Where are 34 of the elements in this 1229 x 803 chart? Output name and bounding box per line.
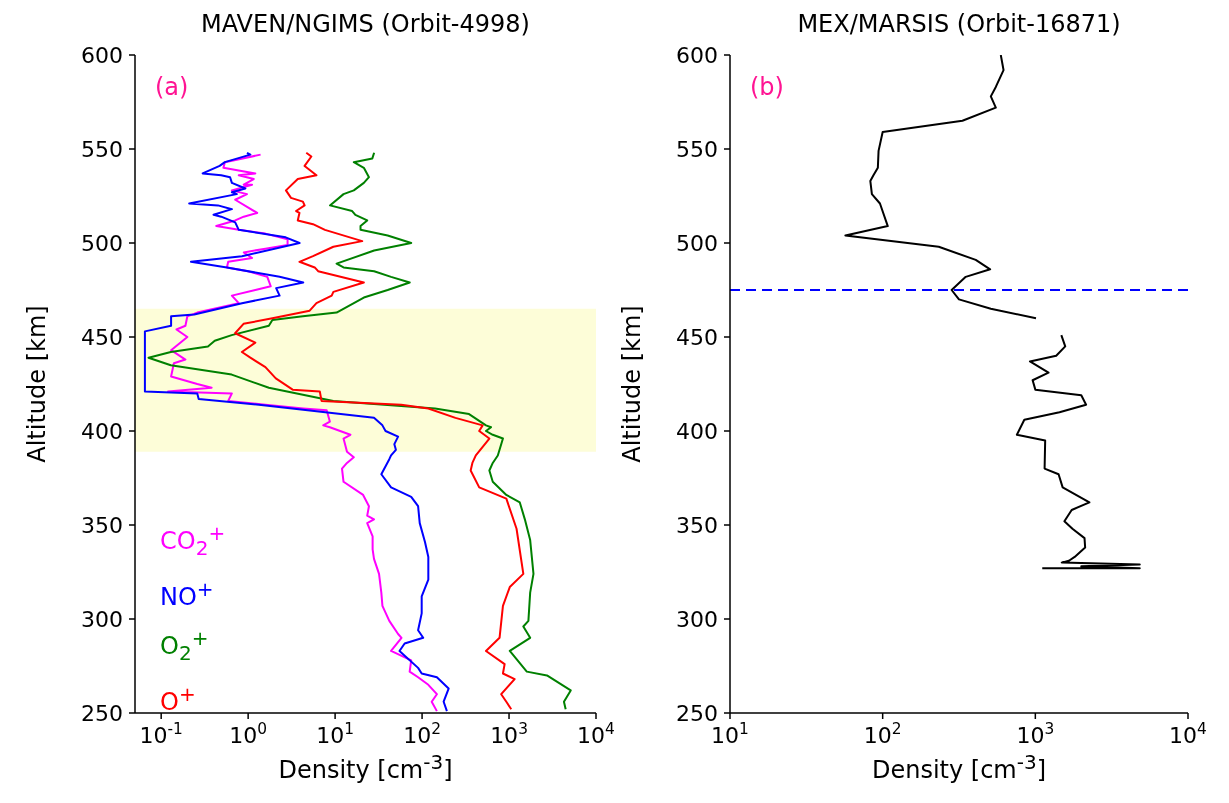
y-tick-label: 400 bbox=[81, 419, 123, 444]
x-tick-label: 10$^{1}$ bbox=[316, 720, 355, 748]
y-tick-label: 550 bbox=[81, 137, 123, 162]
y-tick-label: 600 bbox=[676, 43, 718, 68]
x-tick-label: 10$^{-1}$ bbox=[139, 720, 183, 748]
y-tick-label: 350 bbox=[81, 513, 123, 538]
y-tick-label: 600 bbox=[81, 43, 123, 68]
y-axis-title: Altitude [km] bbox=[23, 305, 51, 463]
y-tick-label: 400 bbox=[676, 419, 718, 444]
y-tick-label: 300 bbox=[81, 607, 123, 632]
annotation: (b) bbox=[750, 73, 784, 101]
y-tick-label: 550 bbox=[676, 137, 718, 162]
x-axis-title: Density [cm$^{-3}$] bbox=[277, 750, 454, 784]
x-tick-label: 10$^{2}$ bbox=[403, 720, 441, 748]
y-tick-label: 500 bbox=[676, 231, 718, 256]
x-axis-title: Density [cm$^{-3}$] bbox=[870, 750, 1048, 784]
x-tick-label: 10$^{4}$ bbox=[1169, 720, 1207, 748]
y-tick-label: 450 bbox=[676, 325, 718, 350]
y-tick-label: 500 bbox=[81, 231, 123, 256]
text: O$^{+}$ bbox=[160, 681, 196, 716]
chart-title: MEX/MARSIS (Orbit-16871) bbox=[796, 10, 1122, 38]
text: NO$^{+}$ bbox=[160, 575, 215, 613]
y-tick-label: 300 bbox=[676, 607, 718, 632]
y-tick-label: 250 bbox=[81, 701, 123, 726]
x-tick-label: 10$^{0}$ bbox=[229, 720, 268, 748]
y-tick-label: 350 bbox=[676, 513, 718, 538]
x-tick-label: 10$^{3}$ bbox=[490, 720, 528, 748]
x-tick-label: 10$^{2}$ bbox=[863, 720, 902, 748]
annotation: (a) bbox=[155, 73, 189, 101]
chart-title: MAVEN/NGIMS (Orbit-4998) bbox=[200, 10, 531, 38]
x-tick-label: 10$^{4}$ bbox=[577, 720, 615, 748]
x-tick-label: 10$^{3}$ bbox=[1016, 720, 1055, 748]
y-tick-label: 450 bbox=[81, 325, 123, 350]
y-axis-title: Altitude [km] bbox=[618, 305, 646, 463]
